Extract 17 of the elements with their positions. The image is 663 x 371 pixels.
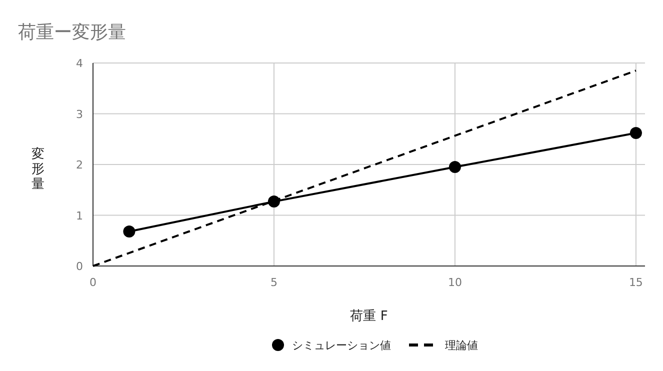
point — [123, 225, 136, 238]
y-tick-label: 1 — [76, 209, 83, 222]
x-tick-label: 15 — [628, 276, 643, 289]
y-tick-label: 2 — [76, 158, 83, 172]
chart-title: 荷重ー変形量 — [18, 22, 126, 43]
y-tick-label: 0 — [76, 260, 83, 273]
legend-label: シミュレーション値 — [292, 339, 391, 352]
y-tick-label: 3 — [76, 108, 83, 121]
x-axis-title: 荷重 F — [350, 309, 388, 324]
legend-label: 理論値 — [445, 339, 478, 352]
y-tick-label: 4 — [76, 57, 83, 70]
x-tick-label: 0 — [90, 276, 96, 289]
y-axis-title: 変形量 — [32, 146, 44, 192]
x-tick-label: 10 — [448, 276, 462, 289]
x-tick-label: 5 — [270, 276, 278, 289]
point — [448, 161, 461, 174]
point — [630, 127, 642, 140]
